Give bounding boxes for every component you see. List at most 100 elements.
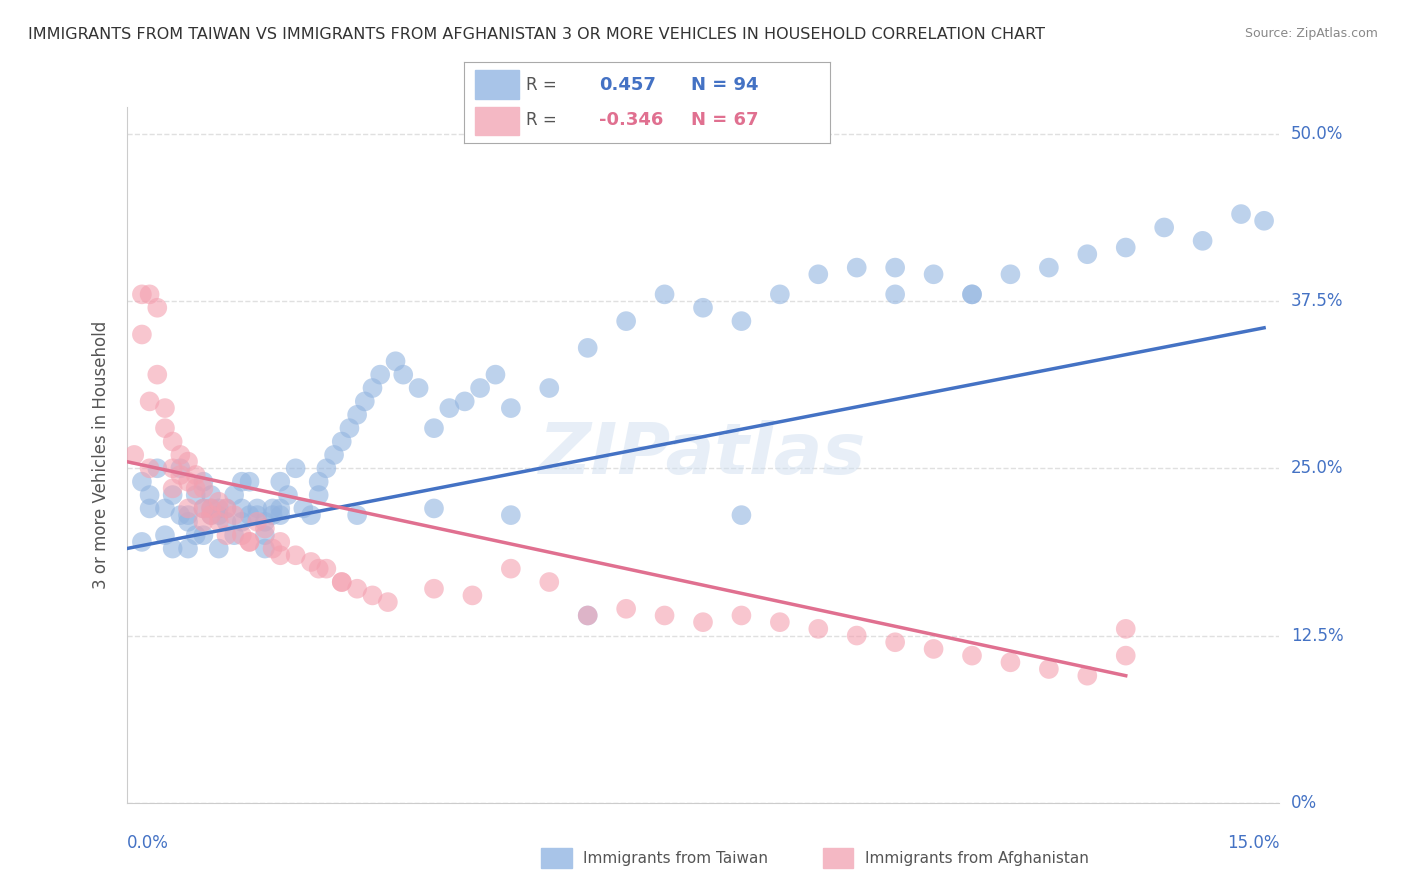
Point [769, 287, 792, 301]
Point [384, 354, 406, 368]
Point [238, 535, 260, 549]
Point [299, 508, 322, 523]
Point [922, 642, 945, 657]
Point [200, 508, 222, 523]
Point [330, 434, 353, 449]
Point [224, 508, 246, 523]
Point [692, 301, 714, 315]
Point [1076, 669, 1098, 683]
Point [146, 461, 169, 475]
Point [208, 501, 231, 516]
Point [1076, 247, 1098, 261]
Point [131, 535, 153, 549]
Point [269, 501, 291, 516]
Point [253, 515, 276, 529]
Point [576, 341, 599, 355]
Point [845, 260, 868, 275]
Text: ZIPatlas: ZIPatlas [540, 420, 866, 490]
Point [769, 615, 792, 630]
Point [1115, 241, 1137, 255]
Point [692, 615, 714, 630]
Point [284, 461, 307, 475]
Y-axis label: 3 or more Vehicles in Household: 3 or more Vehicles in Household [91, 321, 110, 589]
Point [208, 494, 231, 508]
Point [538, 381, 561, 395]
Point [138, 488, 160, 502]
Text: R =: R = [526, 76, 557, 94]
Point [884, 287, 907, 301]
Point [1000, 655, 1022, 669]
Point [169, 448, 191, 462]
Point [884, 635, 907, 649]
Point [368, 368, 391, 382]
Point [807, 622, 830, 636]
Point [1038, 260, 1060, 275]
Point [614, 314, 637, 328]
Text: 0.457: 0.457 [599, 76, 657, 94]
Point [1191, 234, 1213, 248]
Point [184, 528, 207, 542]
Point [200, 508, 222, 523]
Point [162, 541, 184, 556]
Point [269, 548, 291, 563]
Point [253, 541, 276, 556]
Point [1038, 662, 1060, 676]
Point [153, 501, 176, 516]
Point [484, 368, 506, 382]
Text: 37.5%: 37.5% [1291, 292, 1344, 310]
Point [193, 501, 215, 516]
Text: R =: R = [526, 112, 557, 129]
Point [423, 582, 446, 596]
Point [807, 268, 830, 282]
Point [269, 508, 291, 523]
Point [576, 608, 599, 623]
Point [184, 482, 207, 496]
Point [184, 488, 207, 502]
Point [654, 608, 676, 623]
Point [1000, 268, 1022, 282]
Point [423, 501, 446, 516]
Point [308, 562, 330, 576]
Text: 50.0%: 50.0% [1291, 125, 1343, 143]
Bar [475, 70, 519, 99]
Point [215, 528, 238, 542]
Point [308, 475, 330, 489]
Point [730, 608, 752, 623]
Point [654, 287, 676, 301]
Point [461, 589, 484, 603]
Point [339, 421, 361, 435]
Point [284, 548, 307, 563]
Text: 0.0%: 0.0% [127, 834, 169, 852]
Point [231, 475, 253, 489]
Point [277, 488, 299, 502]
Point [169, 508, 191, 523]
Point [361, 381, 384, 395]
Point [238, 475, 260, 489]
Point [162, 434, 184, 449]
Point [146, 301, 169, 315]
Point [246, 501, 269, 516]
Point [845, 628, 868, 642]
Point [346, 508, 368, 523]
Point [330, 575, 353, 590]
Point [200, 501, 222, 516]
Point [131, 287, 153, 301]
Point [392, 368, 415, 382]
Point [177, 455, 200, 469]
Point [960, 287, 983, 301]
Point [730, 314, 752, 328]
Point [146, 368, 169, 382]
Point [499, 401, 522, 416]
Bar [475, 107, 519, 135]
Point [231, 515, 253, 529]
Point [177, 541, 200, 556]
Text: N = 94: N = 94 [690, 76, 758, 94]
Point [215, 515, 238, 529]
Point [377, 595, 399, 609]
Text: Immigrants from Afghanistan: Immigrants from Afghanistan [865, 851, 1088, 865]
Point [439, 401, 461, 416]
Point [193, 515, 215, 529]
Point [499, 562, 522, 576]
Point [308, 488, 330, 502]
Point [262, 541, 284, 556]
